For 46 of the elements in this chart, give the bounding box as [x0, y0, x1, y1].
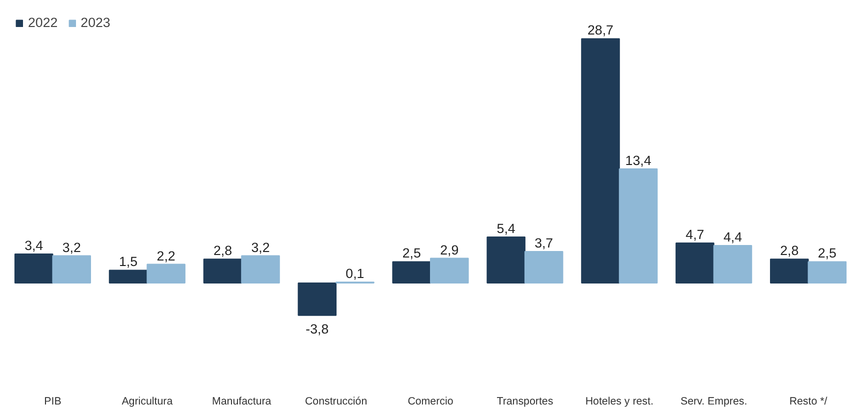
bar — [241, 255, 280, 284]
bar — [298, 282, 337, 316]
data-label: 3,7 — [534, 236, 554, 250]
bar — [430, 258, 469, 284]
data-label: 2,8 — [780, 243, 799, 258]
data-label: 2,2 — [156, 248, 176, 264]
bar — [203, 258, 242, 284]
bar — [618, 168, 658, 284]
legend-label: 2022 — [28, 15, 58, 30]
bar — [486, 236, 526, 284]
data-label: 0,1 — [346, 266, 364, 282]
x-tick-label: Serv. Empres. — [680, 396, 748, 408]
bar — [108, 270, 148, 284]
x-tick-label: Resto */ — [789, 396, 828, 408]
bar — [392, 261, 431, 284]
data-label: 4,4 — [723, 230, 743, 245]
legend-label: 2023 — [80, 15, 110, 30]
data-label: 3,2 — [62, 240, 81, 255]
x-tick-label: Construcción — [304, 396, 368, 408]
bar — [146, 264, 186, 284]
bar — [713, 245, 752, 284]
x-tick-label: Comercio — [408, 396, 454, 408]
x-tick-label: Hoteles y rest. — [585, 396, 654, 408]
data-label: 28,7 — [588, 22, 614, 38]
bar — [676, 242, 714, 284]
data-label: 2,9 — [440, 242, 459, 258]
data-label: 5,4 — [496, 221, 516, 236]
data-label: 3,2 — [251, 240, 270, 255]
bar — [524, 251, 564, 284]
x-tick-label: Transportes — [496, 396, 554, 408]
data-label: 2,8 — [213, 243, 232, 258]
bar — [770, 258, 809, 284]
data-label: 3,4 — [24, 238, 44, 254]
data-label: 13,4 — [625, 152, 652, 168]
data-label: 2,5 — [818, 246, 836, 261]
x-tick-label: PIB — [44, 396, 62, 408]
bar — [52, 255, 91, 284]
bar — [581, 38, 620, 284]
bar — [14, 254, 54, 284]
x-tick-label: Agricultura — [122, 396, 173, 408]
data-label: 4,7 — [686, 226, 704, 242]
bar — [808, 261, 847, 284]
data-label: 1,5 — [119, 254, 138, 270]
data-label: -3,8 — [306, 321, 329, 336]
data-label: 2,5 — [402, 246, 421, 261]
x-tick-label: Manufactura — [212, 396, 272, 408]
